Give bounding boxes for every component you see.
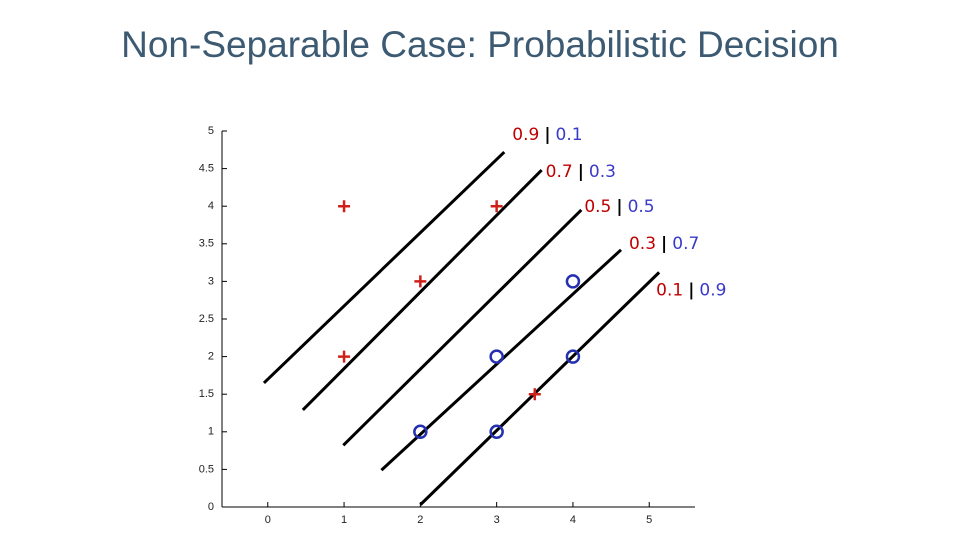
- y-tick-label: 1: [208, 426, 214, 438]
- label-sep: |: [578, 162, 584, 182]
- circle-point: [565, 349, 581, 364]
- circle-point: [489, 424, 504, 440]
- label-sep: |: [661, 234, 667, 254]
- decision-boundary: [342, 208, 583, 447]
- boundary-label: 0.1 | 0.9: [656, 280, 726, 300]
- boundary-label: 0.7 | 0.3: [546, 162, 616, 182]
- label-sep: |: [688, 280, 694, 300]
- decision-boundary: [262, 150, 506, 385]
- y-tick-label: 5: [208, 125, 214, 137]
- label-left: 0.7: [546, 162, 573, 182]
- label-left: 0.3: [629, 234, 656, 254]
- label-right: 0.3: [589, 162, 616, 182]
- y-tick-label: 2.5: [199, 313, 214, 325]
- x-tick-label: 4: [570, 514, 576, 526]
- x-tick-label: 1: [341, 514, 347, 526]
- label-left: 0.9: [512, 125, 539, 145]
- circle-point: [489, 349, 504, 364]
- label-right: 0.1: [556, 125, 583, 145]
- y-tick-label: 2: [208, 351, 214, 363]
- plus-point: [338, 350, 351, 363]
- y-tick-label: 0: [208, 501, 214, 513]
- label-left: 0.1: [656, 280, 683, 300]
- y-tick-label: 0.5: [199, 463, 214, 475]
- boundary-label: 0.9 | 0.1: [512, 125, 582, 145]
- label-right: 0.9: [699, 280, 726, 300]
- label-right: 0.5: [628, 197, 655, 217]
- decision-boundary: [419, 271, 661, 506]
- plus-point: [338, 200, 351, 213]
- x-tick-label: 3: [494, 514, 500, 526]
- y-tick-label: 3.5: [199, 238, 214, 250]
- decision-boundary: [301, 169, 543, 412]
- y-tick-label: 4: [208, 200, 214, 212]
- slide-title: Non-Separable Case: Probabilistic Decisi…: [121, 24, 839, 65]
- label-sep: |: [616, 197, 622, 217]
- y-tick-label: 1.5: [199, 388, 214, 400]
- x-tick-label: 5: [646, 514, 652, 526]
- boundary-label: 0.3 | 0.7: [629, 234, 699, 254]
- circle-point: [413, 424, 428, 440]
- x-tick-label: 0: [265, 514, 271, 526]
- plus-point: [414, 275, 427, 288]
- label-right: 0.7: [672, 234, 699, 254]
- plus-point: [528, 388, 541, 401]
- y-tick-label: 4.5: [199, 163, 214, 175]
- label-sep: |: [544, 125, 550, 145]
- boundary-label: 0.5 | 0.5: [584, 197, 654, 217]
- x-tick-label: 2: [417, 514, 423, 526]
- plus-point: [490, 200, 503, 213]
- y-tick-label: 3: [208, 275, 214, 287]
- circle-point: [565, 274, 581, 289]
- label-left: 0.5: [584, 197, 611, 217]
